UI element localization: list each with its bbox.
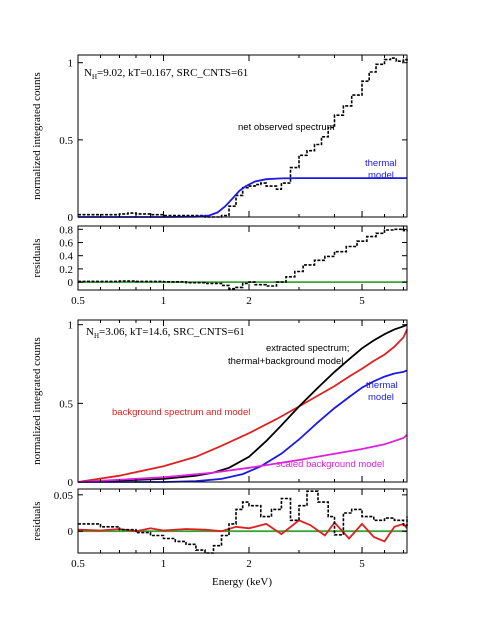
- panel-bottom-frame: [77, 319, 408, 483]
- panel-top-frame: [77, 54, 408, 218]
- label-net-observed: net observed spectrum: [238, 122, 335, 133]
- xtick-label: 2: [246, 295, 252, 307]
- label-scaled-background: scaled background model: [276, 459, 384, 470]
- panel-top-plot: [78, 57, 408, 218]
- panel-bottom-residuals-frame: [77, 488, 408, 554]
- ytick-label: 1: [68, 58, 74, 70]
- label-thermal-top: thermal: [365, 158, 397, 169]
- panel-bottom-annotation: NH=3.06, kT=14.6, SRC_CNTS=61: [86, 326, 245, 340]
- panel-bottom-ylabel: normalized integrated counts: [31, 337, 43, 465]
- series-line-2-0: [77, 329, 408, 483]
- ytick-label: 0.4: [59, 251, 73, 263]
- label-background-spectrum: background spectrum and model: [112, 407, 250, 418]
- panel-top-residuals-ticks: 00.20.4 0.60.8 0.5 1 2 5: [59, 224, 407, 307]
- panel-top-ylabel: normalized integrated counts: [31, 72, 43, 200]
- xtick-label: 0.5: [71, 295, 85, 307]
- ytick-label: 0.6: [59, 237, 73, 249]
- panel-bottom-residuals: 0 0.05 0.5 1 2 5 residuals Energy (keV): [31, 488, 408, 588]
- xtick-label: 1: [161, 558, 167, 570]
- label-model-bottom: model: [368, 392, 394, 403]
- ytick-label: 0.5: [59, 135, 73, 147]
- panel-bottom-plot: [77, 323, 408, 483]
- series-line-2-3: [77, 434, 408, 483]
- panel-top-residuals-ylabel: residuals: [31, 238, 43, 277]
- xtick-label: 5: [359, 558, 365, 570]
- panel-top-residuals-frame: [77, 225, 408, 291]
- ytick-label: 0.8: [59, 224, 73, 236]
- panel-bottom-ticks: 00.51: [59, 320, 407, 489]
- label-model-top: model: [368, 170, 394, 181]
- x-axis-label: Energy (keV): [212, 576, 272, 588]
- label-thermal-bottom: thermal: [366, 380, 398, 391]
- panel-top-residuals: 00.20.4 0.60.8 0.5 1 2 5 residuals: [31, 224, 408, 307]
- panel-top-ticks: 00.51: [59, 55, 407, 224]
- series-line-3-2: [78, 490, 408, 554]
- panel-bottom-residuals-plot: [77, 490, 408, 554]
- panel-bottom: 00.51 normalized integrated counts NH=3.…: [31, 319, 408, 489]
- panel-top-annotation: NH=9.02, kT=0.167, SRC_CNTS=61: [84, 67, 248, 81]
- ytick-label: 0: [68, 212, 74, 224]
- panel-top-nh-symbol: N: [84, 67, 92, 79]
- series-line-2-2: [78, 369, 408, 483]
- label-thermal-background-model: thermal+background model: [228, 356, 343, 367]
- xtick-label: 2: [246, 558, 252, 570]
- panel-top-nh-subscript: H: [92, 73, 97, 81]
- panel-bottom-nh-symbol: N: [86, 326, 94, 338]
- ytick-label: 0: [68, 526, 74, 538]
- ytick-label: 1: [68, 320, 74, 332]
- xtick-label: 1: [161, 295, 167, 307]
- ytick-label: 0: [68, 477, 74, 489]
- ytick-label: 0.05: [54, 490, 74, 502]
- panel-top-residuals-plot: [78, 228, 408, 290]
- ytick-label: 0.2: [59, 264, 73, 276]
- xtick-label: 0.5: [71, 558, 85, 570]
- panel-top-annotation-rest: =9.02, kT=0.167, SRC_CNTS=61: [97, 67, 248, 79]
- panel-bottom-annotation-rest: =3.06, kT=14.6, SRC_CNTS=61: [99, 326, 245, 338]
- series-line-3-1: [77, 519, 408, 543]
- panel-bottom-residuals-ticks: 0 0.05 0.5 1 2 5: [54, 489, 407, 570]
- ytick-label: 0: [68, 277, 74, 289]
- label-extracted-spectrum: extracted spectrum;: [266, 343, 349, 354]
- panel-bottom-residuals-ylabel: residuals: [31, 501, 43, 540]
- panel-bottom-nh-subscript: H: [94, 332, 99, 340]
- series-line-0-0: [78, 57, 408, 218]
- series-line-0-1: [78, 177, 407, 218]
- panel-top: 00.51 normalized integrated counts NH=9.…: [31, 54, 408, 224]
- ytick-label: 0.5: [59, 398, 73, 410]
- xtick-label: 5: [359, 295, 365, 307]
- series-line-1-1: [78, 228, 408, 290]
